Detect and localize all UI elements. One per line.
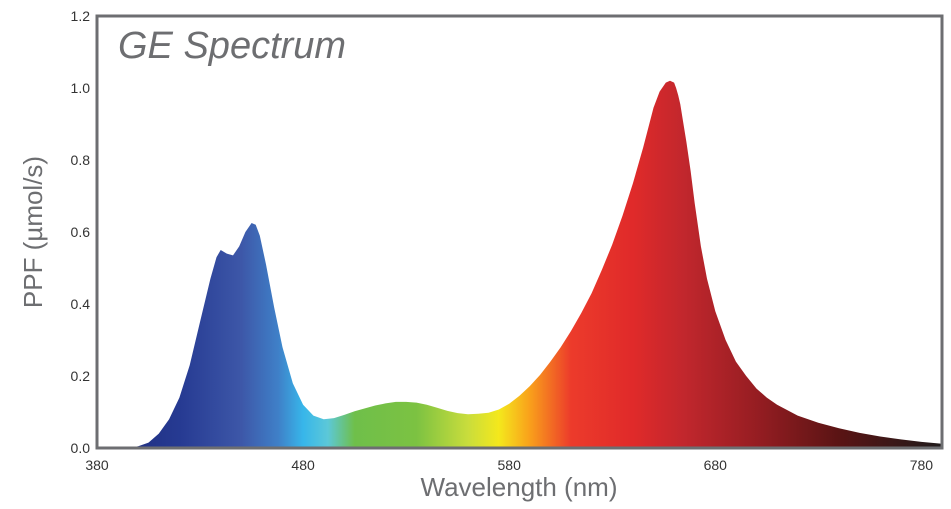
x-tick-label: 780	[910, 457, 934, 473]
spectrum-area	[97, 80, 942, 449]
x-tick-label: 480	[291, 457, 315, 473]
plot-area	[97, 80, 942, 449]
y-tick-label: 0.0	[71, 440, 91, 456]
y-tick-label: 1.0	[71, 80, 91, 96]
x-tick-label: 680	[704, 457, 728, 473]
y-tick-label: 1.2	[71, 8, 91, 24]
y-axis-title: PPF (µmol/s)	[18, 156, 48, 308]
y-tick-labels: 0.0 0.2 0.4 0.6 0.8 1.0 1.2	[71, 8, 91, 456]
y-tick-label: 0.6	[71, 224, 91, 240]
y-tick-label: 0.4	[71, 296, 91, 312]
x-tick-label: 580	[498, 457, 522, 473]
y-tick-label: 0.8	[71, 152, 91, 168]
plot-frame	[95, 14, 944, 450]
x-tick-label: 380	[85, 457, 109, 473]
chart-title: GE Spectrum	[118, 25, 346, 67]
y-tick-label: 0.2	[71, 368, 91, 384]
x-axis-title: Wavelength (nm)	[421, 472, 618, 502]
x-tick-labels: 380 480 580 680 780	[85, 457, 933, 473]
